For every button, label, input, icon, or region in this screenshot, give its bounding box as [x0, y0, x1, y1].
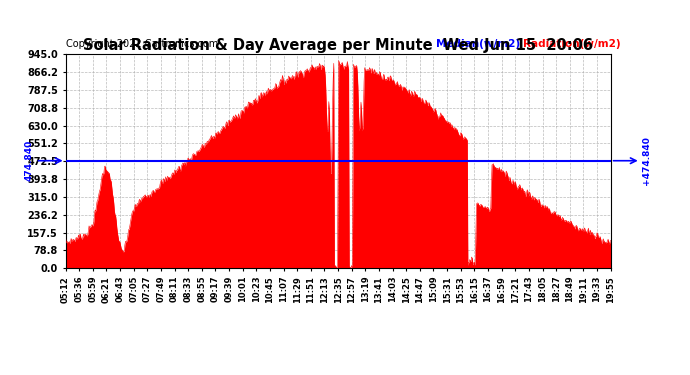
Text: Median(w/m2): Median(w/m2): [436, 39, 520, 49]
Text: +474.840: +474.840: [642, 136, 651, 185]
Text: Copyright 2022 Cartronics.com: Copyright 2022 Cartronics.com: [66, 39, 218, 49]
Text: 474.840: 474.840: [25, 140, 34, 182]
Title: Solar Radiation & Day Average per Minute  Wed Jun 15  20:06: Solar Radiation & Day Average per Minute…: [83, 38, 593, 53]
Text: Radiation(w/m2): Radiation(w/m2): [524, 39, 621, 49]
